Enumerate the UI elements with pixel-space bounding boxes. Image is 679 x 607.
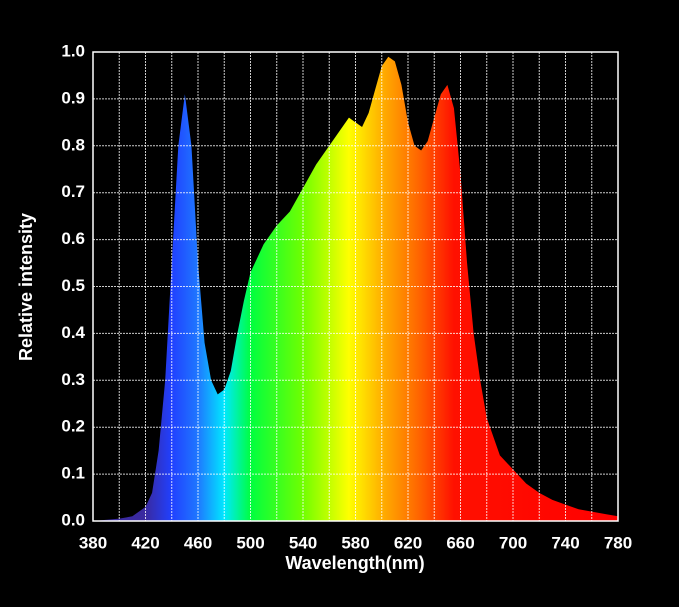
y-tick-label: 0.6	[61, 229, 85, 248]
y-tick-label: 1.0	[61, 41, 85, 60]
y-tick-label: 0.7	[61, 182, 85, 201]
y-tick-label: 0.1	[61, 464, 85, 483]
plot-border	[92, 51, 619, 522]
y-tick-label: 0.2	[61, 417, 85, 436]
x-tick-label: 620	[394, 533, 422, 552]
y-tick-label: 0.0	[61, 510, 85, 529]
y-tick-label: 0.4	[61, 323, 85, 342]
x-tick-label: 580	[341, 533, 369, 552]
x-tick-label: 740	[551, 533, 579, 552]
x-tick-label: 780	[604, 533, 632, 552]
y-tick-label: 0.8	[61, 135, 85, 154]
x-tick-label: 420	[131, 533, 159, 552]
x-axis-title: Wavelength(nm)	[285, 553, 424, 573]
x-tick-label: 500	[236, 533, 264, 552]
y-tick-label: 0.5	[61, 276, 85, 295]
y-axis-title: Relative intensity	[16, 213, 36, 361]
x-tick-label: 380	[79, 533, 107, 552]
y-tick-label: 0.3	[61, 370, 85, 389]
x-tick-label: 660	[446, 533, 474, 552]
y-tick-label: 0.9	[61, 88, 85, 107]
x-tick-label: 700	[499, 533, 527, 552]
x-tick-label: 460	[184, 533, 212, 552]
x-tick-label: 540	[289, 533, 317, 552]
